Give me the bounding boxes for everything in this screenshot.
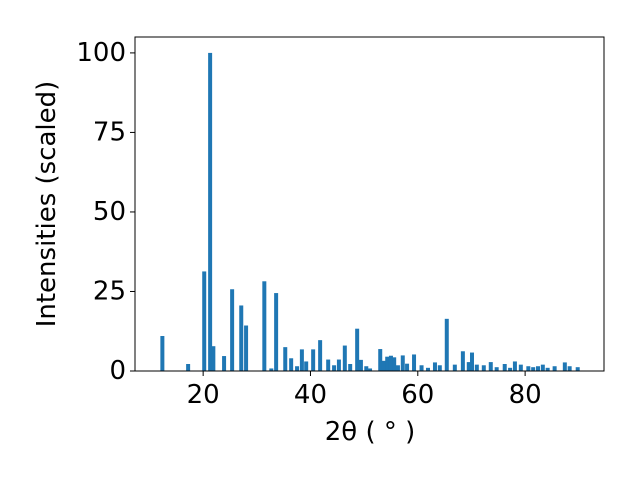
- y-tick-label: 0: [109, 356, 126, 386]
- y-tick-label: 25: [93, 276, 126, 306]
- bar: [512, 361, 517, 371]
- bar: [575, 367, 580, 371]
- bar: [395, 365, 400, 371]
- bar: [289, 358, 294, 371]
- x-tick-label: 80: [509, 380, 542, 410]
- bar: [444, 318, 449, 371]
- bar: [208, 52, 213, 372]
- bar: [269, 368, 274, 371]
- bar: [274, 293, 279, 371]
- bar: [239, 305, 244, 371]
- bar: [244, 325, 249, 371]
- bar: [466, 362, 471, 371]
- bar: [526, 366, 531, 371]
- bar: [304, 361, 309, 371]
- bar: [160, 336, 165, 371]
- y-tick-label: 50: [93, 197, 126, 227]
- bar: [342, 345, 347, 371]
- y-tick-label: 75: [93, 117, 126, 147]
- bar: [452, 364, 457, 371]
- bar: [378, 349, 383, 371]
- bar: [332, 365, 337, 371]
- bar: [318, 340, 323, 371]
- bar: [311, 349, 316, 371]
- bar: [494, 367, 499, 371]
- bar: [222, 356, 227, 371]
- bar: [186, 364, 191, 371]
- bar: [562, 362, 567, 371]
- bar: [405, 363, 410, 371]
- bar: [460, 351, 465, 371]
- bar: [336, 359, 341, 371]
- bar: [230, 289, 235, 371]
- bar: [481, 365, 486, 371]
- bar: [388, 355, 393, 371]
- bar: [432, 362, 437, 371]
- y-tick-label: 100: [76, 38, 126, 68]
- bar: [299, 349, 304, 371]
- bar: [531, 367, 536, 371]
- plot-frame: [134, 36, 605, 372]
- bar: [368, 368, 373, 371]
- y-axis-label: Intensities (scaled): [32, 81, 62, 328]
- bar: [488, 362, 493, 371]
- bar: [508, 367, 513, 371]
- bar: [567, 366, 572, 371]
- bar: [412, 354, 417, 371]
- bar: [419, 365, 424, 371]
- bar: [326, 359, 331, 371]
- bar: [348, 364, 353, 371]
- bar: [262, 281, 267, 371]
- bar: [364, 366, 369, 371]
- bar: [202, 271, 207, 371]
- x-tick-label: 60: [401, 380, 434, 410]
- bar: [545, 367, 550, 371]
- bar: [540, 364, 545, 371]
- x-axis-label: 2θ ( ° ): [325, 417, 416, 447]
- bar: [283, 347, 288, 371]
- bar: [392, 357, 397, 371]
- bar: [502, 364, 507, 371]
- bar: [355, 328, 360, 371]
- x-tick-label: 40: [294, 380, 327, 410]
- bar: [469, 352, 474, 371]
- bar: [295, 366, 300, 371]
- bar: [358, 359, 363, 371]
- x-tick-label: 20: [187, 380, 220, 410]
- bar: [535, 366, 540, 371]
- bar: [552, 366, 557, 371]
- bar: [437, 365, 442, 371]
- bar: [211, 346, 216, 371]
- bar: [385, 356, 390, 371]
- bar: [518, 364, 523, 371]
- bar: [425, 367, 430, 371]
- bar: [381, 360, 386, 371]
- bar: [400, 355, 405, 371]
- bar: [474, 364, 479, 371]
